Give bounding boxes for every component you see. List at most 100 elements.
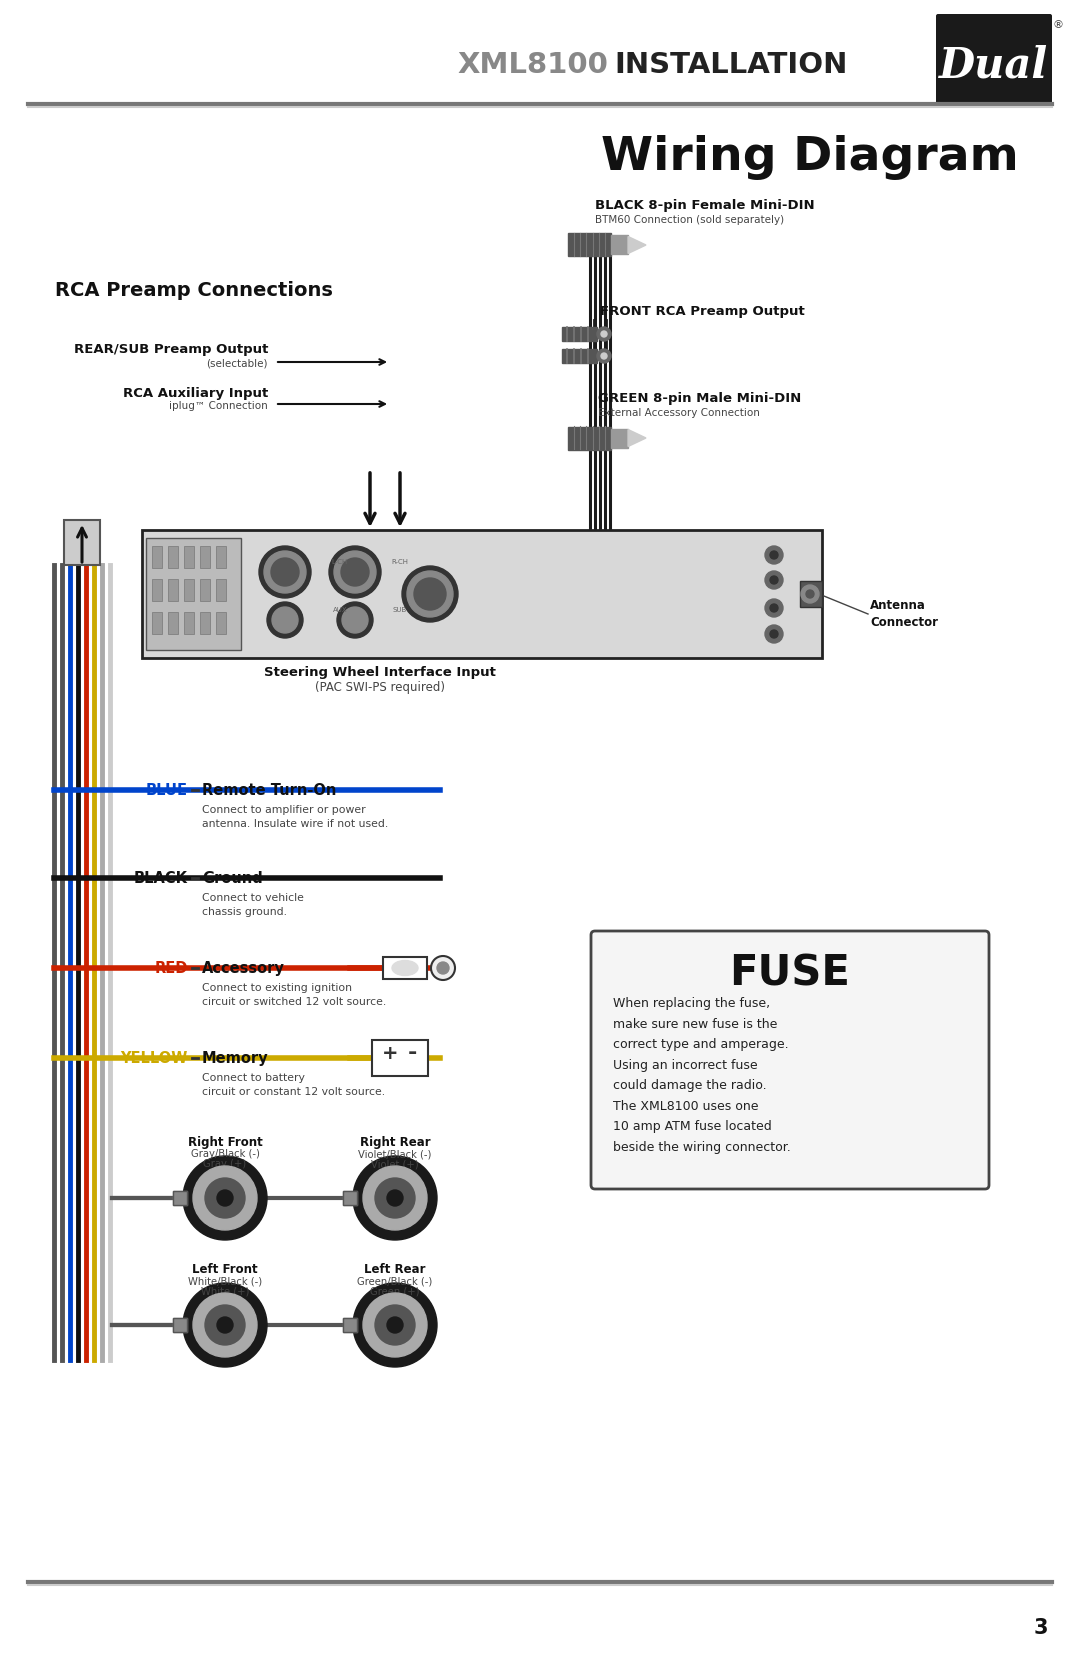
Text: (selectable): (selectable) bbox=[206, 357, 268, 367]
Text: BLACK 8-pin Female Mini-DIN: BLACK 8-pin Female Mini-DIN bbox=[595, 199, 814, 212]
Circle shape bbox=[431, 956, 455, 980]
Text: Green/Black (-): Green/Black (-) bbox=[357, 1277, 433, 1287]
Text: BTM60 Connection (sold separately): BTM60 Connection (sold separately) bbox=[595, 215, 784, 225]
Bar bbox=[168, 579, 178, 601]
Text: Remote Turn-On: Remote Turn-On bbox=[202, 783, 336, 798]
Circle shape bbox=[806, 591, 814, 598]
Text: GREEN 8-pin Male Mini-DIN: GREEN 8-pin Male Mini-DIN bbox=[598, 392, 801, 404]
Text: Memory: Memory bbox=[202, 1050, 269, 1065]
Text: SUB: SUB bbox=[393, 608, 407, 613]
Text: RED: RED bbox=[154, 960, 188, 975]
Text: Wiring Diagram: Wiring Diagram bbox=[602, 135, 1018, 180]
Bar bbox=[343, 1319, 357, 1332]
Text: 3: 3 bbox=[1034, 1617, 1048, 1637]
Text: Connect to vehicle
chassis ground.: Connect to vehicle chassis ground. bbox=[202, 893, 303, 916]
Bar bbox=[200, 613, 210, 634]
FancyBboxPatch shape bbox=[936, 13, 1052, 107]
Bar bbox=[152, 546, 162, 567]
Circle shape bbox=[414, 577, 446, 609]
Text: Ground: Ground bbox=[202, 871, 262, 886]
Text: FUSE: FUSE bbox=[730, 951, 850, 995]
Bar bbox=[173, 1319, 187, 1332]
Ellipse shape bbox=[392, 960, 418, 975]
Text: XML8100: XML8100 bbox=[457, 52, 608, 78]
Text: R-CH: R-CH bbox=[391, 559, 408, 566]
Circle shape bbox=[353, 1283, 437, 1367]
Bar bbox=[562, 327, 597, 340]
Text: Connect to existing ignition
circuit or switched 12 volt source.: Connect to existing ignition circuit or … bbox=[202, 983, 387, 1006]
Bar bbox=[562, 349, 597, 362]
Text: RCA Auxiliary Input: RCA Auxiliary Input bbox=[123, 387, 268, 399]
Bar bbox=[184, 579, 194, 601]
Circle shape bbox=[183, 1157, 267, 1240]
Text: BLUE: BLUE bbox=[146, 783, 188, 798]
Circle shape bbox=[597, 327, 611, 340]
Text: INSTALLATION: INSTALLATION bbox=[615, 52, 848, 78]
Polygon shape bbox=[629, 237, 646, 254]
Bar bbox=[372, 1040, 428, 1077]
Circle shape bbox=[375, 1305, 415, 1345]
Bar bbox=[611, 429, 629, 447]
Text: L-CH: L-CH bbox=[332, 559, 348, 566]
Circle shape bbox=[193, 1293, 257, 1357]
Text: Dual: Dual bbox=[940, 45, 1049, 87]
Circle shape bbox=[387, 1317, 403, 1334]
Text: Gray/Black (-): Gray/Black (-) bbox=[190, 1148, 259, 1158]
Circle shape bbox=[801, 586, 819, 603]
Bar bbox=[343, 1192, 357, 1205]
FancyBboxPatch shape bbox=[591, 931, 989, 1188]
Bar bbox=[568, 234, 611, 257]
Circle shape bbox=[341, 557, 369, 586]
Bar bbox=[216, 546, 226, 567]
Text: Connect to battery
circuit or constant 12 volt source.: Connect to battery circuit or constant 1… bbox=[202, 1073, 386, 1097]
Text: White/Black (-): White/Black (-) bbox=[188, 1277, 262, 1287]
Circle shape bbox=[765, 571, 783, 589]
Text: (PAC SWI-PS required): (PAC SWI-PS required) bbox=[315, 681, 445, 694]
Bar bbox=[383, 956, 427, 980]
Text: Violet (+): Violet (+) bbox=[372, 1158, 419, 1168]
Circle shape bbox=[334, 551, 376, 592]
Bar bbox=[200, 546, 210, 567]
Circle shape bbox=[402, 566, 458, 623]
Bar bbox=[173, 1192, 187, 1205]
Text: Green (+): Green (+) bbox=[370, 1287, 420, 1297]
Circle shape bbox=[363, 1293, 427, 1357]
Text: Violet/Black (-): Violet/Black (-) bbox=[359, 1148, 432, 1158]
Text: REAR/SUB Preamp Output: REAR/SUB Preamp Output bbox=[73, 344, 268, 357]
Text: -: - bbox=[407, 1043, 417, 1063]
Circle shape bbox=[770, 551, 778, 559]
Text: ®: ® bbox=[1052, 20, 1063, 30]
Circle shape bbox=[770, 604, 778, 613]
Circle shape bbox=[267, 603, 303, 638]
Bar bbox=[216, 579, 226, 601]
Bar bbox=[168, 613, 178, 634]
Bar bbox=[173, 1319, 187, 1332]
Bar bbox=[146, 537, 241, 649]
Circle shape bbox=[765, 599, 783, 618]
Circle shape bbox=[407, 571, 453, 618]
Bar bbox=[64, 521, 100, 566]
Text: Right Rear: Right Rear bbox=[360, 1135, 430, 1148]
Bar bbox=[800, 581, 822, 608]
Circle shape bbox=[765, 546, 783, 564]
Circle shape bbox=[437, 961, 449, 975]
Circle shape bbox=[217, 1190, 233, 1207]
Text: External Accessory Connection: External Accessory Connection bbox=[598, 407, 760, 417]
Bar bbox=[152, 613, 162, 634]
Circle shape bbox=[600, 330, 607, 337]
Circle shape bbox=[337, 603, 373, 638]
Circle shape bbox=[597, 349, 611, 362]
Text: Antenna
Connector: Antenna Connector bbox=[870, 599, 939, 629]
Text: +: + bbox=[381, 1043, 399, 1063]
Bar bbox=[611, 235, 629, 254]
Circle shape bbox=[183, 1283, 267, 1367]
Bar bbox=[173, 1192, 187, 1205]
Text: When replacing the fuse,
make sure new fuse is the
correct type and amperage.
Us: When replacing the fuse, make sure new f… bbox=[613, 996, 791, 1153]
Circle shape bbox=[205, 1305, 245, 1345]
Circle shape bbox=[193, 1167, 257, 1230]
Text: FRONT RCA Preamp Output: FRONT RCA Preamp Output bbox=[600, 305, 805, 319]
Bar bbox=[568, 427, 611, 449]
Bar bbox=[141, 531, 822, 658]
Circle shape bbox=[770, 629, 778, 638]
Circle shape bbox=[765, 624, 783, 643]
